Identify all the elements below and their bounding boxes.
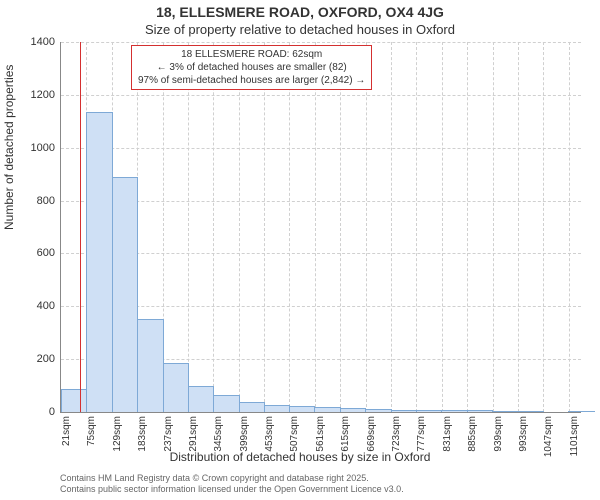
histogram-bar (188, 386, 214, 412)
histogram-bar (568, 411, 594, 412)
gridline-h (61, 148, 581, 149)
gridline-v (467, 42, 468, 412)
y-tick-label: 200 (37, 353, 61, 365)
reference-line (80, 42, 81, 412)
x-tick-label: 21sqm (61, 416, 72, 446)
gridline-v (569, 42, 570, 412)
y-tick-label: 1000 (31, 142, 61, 154)
y-tick-label: 600 (37, 247, 61, 259)
histogram-bar (441, 410, 467, 412)
gridline-v (213, 42, 214, 412)
gridline-h (61, 95, 581, 96)
annotation-line3: 97% of semi-detached houses are larger (… (138, 74, 365, 87)
footer-attribution: Contains HM Land Registry data © Crown c… (60, 473, 404, 496)
y-tick-label: 1400 (31, 36, 61, 48)
x-tick-label: 399sqm (239, 416, 250, 452)
gridline-v (188, 42, 189, 412)
gridline-h (61, 306, 581, 307)
gridline-v (289, 42, 290, 412)
x-tick-label: 669sqm (366, 416, 377, 452)
histogram-bar (137, 319, 163, 413)
histogram-bar (518, 411, 544, 412)
gridline-v (366, 42, 367, 412)
histogram-bar (163, 363, 189, 412)
x-tick-label: 453sqm (264, 416, 275, 452)
gridline-v (416, 42, 417, 412)
gridline-v (264, 42, 265, 412)
histogram-bar (61, 389, 87, 412)
footer-line1: Contains HM Land Registry data © Crown c… (60, 473, 404, 485)
y-tick-label: 1200 (31, 89, 61, 101)
x-tick-label: 183sqm (137, 416, 148, 452)
gridline-h (61, 42, 581, 43)
x-tick-label: 291sqm (188, 416, 199, 452)
y-tick-label: 0 (49, 406, 61, 418)
histogram-bar (467, 410, 493, 412)
histogram-bar (340, 408, 366, 412)
histogram-bar (314, 407, 340, 412)
histogram-bar (86, 112, 112, 412)
x-tick-label: 237sqm (163, 416, 174, 452)
histogram-bar (213, 395, 239, 412)
annotation-line2: ← 3% of detached houses are smaller (82) (138, 61, 365, 74)
plot-area: 020040060080010001200140021sqm75sqm129sq… (60, 42, 581, 413)
gridline-h (61, 201, 581, 202)
annotation-box: 18 ELLESMERE ROAD: 62sqm ← 3% of detache… (131, 45, 372, 90)
chart-title-line2: Size of property relative to detached ho… (0, 22, 600, 37)
x-axis-label: Distribution of detached houses by size … (0, 450, 600, 464)
histogram-bar (112, 177, 138, 412)
y-tick-label: 800 (37, 195, 61, 207)
gridline-h (61, 253, 581, 254)
x-tick-label: 993sqm (518, 416, 529, 452)
annotation-line1: 18 ELLESMERE ROAD: 62sqm (138, 48, 365, 61)
x-tick-label: 561sqm (315, 416, 326, 452)
gridline-v (442, 42, 443, 412)
gridline-v (239, 42, 240, 412)
y-axis-label: Number of detached properties (2, 65, 16, 230)
footer-line2: Contains public sector information licen… (60, 484, 404, 496)
x-tick-label: 777sqm (416, 416, 427, 452)
x-tick-label: 723sqm (391, 416, 402, 452)
histogram-bar (365, 409, 391, 412)
histogram-bar (391, 410, 417, 412)
chart-container: 18, ELLESMERE ROAD, OXFORD, OX4 4JG Size… (0, 0, 600, 500)
x-tick-label: 831sqm (442, 416, 453, 452)
gridline-v (340, 42, 341, 412)
gridline-v (391, 42, 392, 412)
x-tick-label: 75sqm (86, 416, 97, 446)
histogram-bar (239, 402, 265, 412)
x-tick-label: 129sqm (112, 416, 123, 452)
x-tick-label: 345sqm (213, 416, 224, 452)
histogram-bar (492, 411, 518, 412)
gridline-v (315, 42, 316, 412)
gridline-v (543, 42, 544, 412)
x-tick-label: 885sqm (467, 416, 478, 452)
histogram-bar (416, 410, 442, 412)
x-tick-label: 507sqm (289, 416, 300, 452)
chart-title-line1: 18, ELLESMERE ROAD, OXFORD, OX4 4JG (0, 4, 600, 20)
x-tick-label: 939sqm (493, 416, 504, 452)
gridline-v (493, 42, 494, 412)
x-tick-label: 615sqm (340, 416, 351, 452)
histogram-bar (289, 406, 315, 412)
gridline-v (518, 42, 519, 412)
y-tick-label: 400 (37, 300, 61, 312)
histogram-bar (264, 405, 290, 412)
